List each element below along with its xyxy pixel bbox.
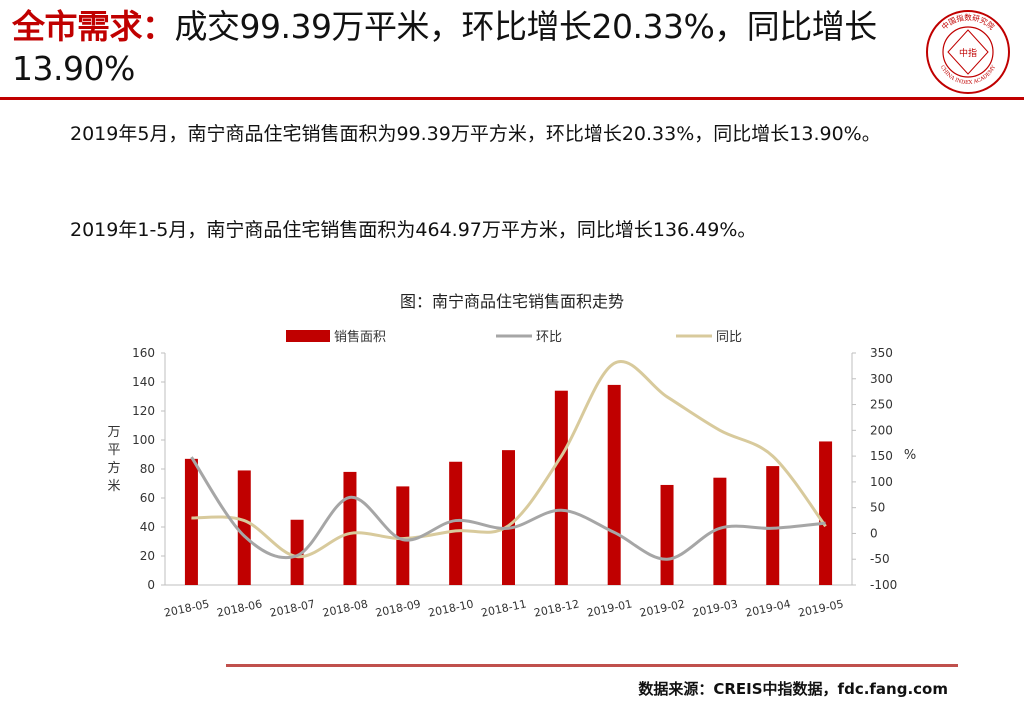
logo-inner-ring bbox=[942, 26, 994, 78]
left-axis-title: 万平方米 bbox=[107, 425, 120, 494]
left-tick-label: 80 bbox=[140, 462, 155, 476]
headline-emphasis: 全市需求： bbox=[12, 7, 175, 46]
right-tick-label: -50 bbox=[870, 552, 890, 566]
legend-label-yoy: 同比 bbox=[716, 330, 742, 345]
x-tick-label: 2019-02 bbox=[638, 597, 686, 619]
right-tick-label: 250 bbox=[870, 398, 893, 412]
x-tick-label: 2018-12 bbox=[533, 597, 581, 619]
x-tick-label: 2019-04 bbox=[744, 597, 792, 619]
x-tick-label: 2018-06 bbox=[216, 597, 264, 619]
chart-title: 图：南宁商品住宅销售面积走势 bbox=[399, 292, 624, 311]
right-axis-title: % bbox=[904, 448, 916, 463]
footer-divider bbox=[226, 664, 958, 667]
x-tick-label: 2018-11 bbox=[480, 597, 528, 619]
right-tick-label: 0 bbox=[870, 526, 878, 540]
right-tick-label: 150 bbox=[870, 449, 893, 463]
data-source-note: 数据来源：CREIS中指数据，fdc.fang.com bbox=[638, 680, 948, 698]
x-tick-label: 2018-05 bbox=[163, 597, 211, 619]
bar-sales-area bbox=[502, 450, 515, 585]
left-tick-label: 120 bbox=[132, 404, 155, 418]
headline-text: 成交99.39万平米，环比增长20.33%，同比增长13.90% bbox=[12, 7, 877, 88]
left-tick-label: 60 bbox=[140, 491, 155, 505]
x-tick-label: 2018-08 bbox=[321, 597, 369, 619]
bar-sales-area bbox=[660, 484, 674, 585]
x-tick-label: 2019-03 bbox=[691, 597, 739, 619]
x-tick-label: 2018-09 bbox=[374, 597, 422, 619]
legend-swatch-sales-area bbox=[286, 330, 330, 342]
right-tick-label: 300 bbox=[870, 372, 893, 386]
bar-sales-area bbox=[237, 470, 251, 585]
bar-sales-area bbox=[449, 461, 463, 585]
left-tick-label: 0 bbox=[147, 578, 155, 592]
logo-center-text: 中指 bbox=[959, 47, 977, 59]
logo-outer-ring bbox=[926, 10, 1010, 94]
bar-sales-area bbox=[766, 466, 780, 585]
x-tick-label: 2019-05 bbox=[797, 597, 845, 619]
bar-sales-area bbox=[554, 390, 568, 585]
left-tick-label: 100 bbox=[132, 433, 155, 447]
bar-sales-area bbox=[713, 477, 727, 585]
bar-sales-area bbox=[819, 441, 833, 585]
x-tick-label: 2018-07 bbox=[269, 597, 317, 619]
title-divider bbox=[0, 97, 1024, 100]
x-tick-label: 2019-01 bbox=[586, 597, 634, 619]
line-mom-change bbox=[190, 456, 826, 561]
body-paragraph-ytd: 2019年1-5月，南宁商品住宅销售面积为464.97万平方米，同比增长136.… bbox=[70, 219, 757, 241]
bar-sales-area bbox=[184, 458, 198, 585]
x-tick-label: 2018-10 bbox=[427, 597, 475, 619]
page-headline: 全市需求：成交99.39万平米，环比增长20.33%，同比增长13.90% bbox=[12, 6, 912, 90]
bar-sales-area bbox=[396, 486, 410, 585]
bar-sales-area bbox=[290, 519, 304, 585]
bar-sales-area bbox=[607, 384, 621, 585]
left-tick-label: 160 bbox=[132, 346, 155, 360]
legend-label-sales-area: 销售面积 bbox=[334, 329, 386, 345]
logo-diamond bbox=[947, 29, 989, 75]
left-tick-label: 20 bbox=[140, 549, 155, 563]
legend-label-mom: 环比 bbox=[536, 330, 562, 345]
right-tick-label: 200 bbox=[870, 423, 893, 437]
right-tick-label: 100 bbox=[870, 475, 893, 489]
right-tick-label: -100 bbox=[870, 578, 897, 592]
right-tick-label: 50 bbox=[870, 501, 885, 515]
china-index-academy-logo: 中指 中国指数研究院 CHINA INDEX ACADEMY bbox=[926, 10, 1010, 94]
left-tick-label: 40 bbox=[140, 520, 155, 534]
left-tick-label: 140 bbox=[132, 375, 155, 389]
right-tick-label: 350 bbox=[870, 346, 893, 360]
body-paragraph-monthly: 2019年5月，南宁商品住宅销售面积为99.39万平方米，环比增长20.33%，… bbox=[70, 123, 881, 145]
bar-sales-area bbox=[343, 471, 357, 585]
